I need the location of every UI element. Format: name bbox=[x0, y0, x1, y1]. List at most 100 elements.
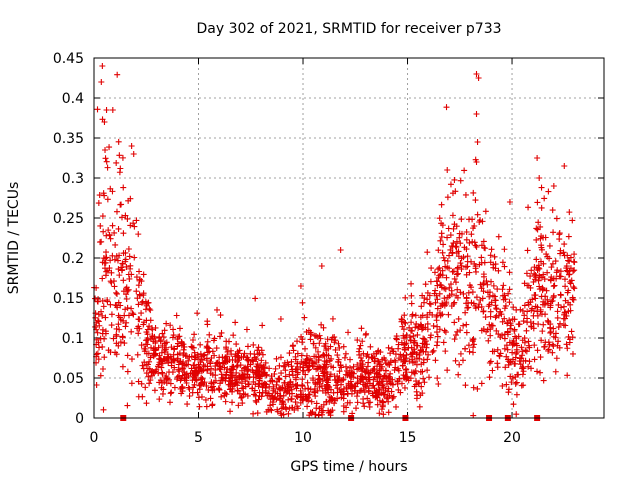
data-point bbox=[554, 308, 561, 315]
data-point bbox=[233, 379, 240, 386]
data-point bbox=[552, 334, 559, 341]
data-point bbox=[408, 292, 415, 299]
data-point bbox=[531, 356, 538, 363]
data-point bbox=[485, 337, 492, 344]
data-point bbox=[457, 327, 464, 334]
data-point bbox=[531, 270, 538, 277]
data-point bbox=[168, 389, 175, 396]
data-point bbox=[521, 302, 528, 309]
data-point bbox=[312, 393, 319, 400]
data-point bbox=[424, 356, 431, 363]
data-point bbox=[133, 274, 140, 281]
data-point bbox=[147, 354, 154, 361]
data-point bbox=[403, 332, 410, 339]
data-point bbox=[532, 292, 539, 299]
data-point bbox=[420, 348, 427, 355]
data-point bbox=[227, 383, 234, 390]
data-point bbox=[113, 340, 120, 347]
data-point bbox=[460, 254, 467, 261]
data-point bbox=[109, 252, 116, 259]
data-point bbox=[268, 407, 275, 414]
data-point bbox=[167, 390, 174, 397]
data-point bbox=[550, 183, 557, 189]
data-point bbox=[520, 382, 527, 389]
data-point bbox=[501, 305, 508, 312]
data-point bbox=[499, 332, 506, 339]
data-point bbox=[138, 310, 145, 317]
data-point bbox=[225, 338, 232, 345]
data-point bbox=[260, 369, 267, 376]
data-point bbox=[505, 290, 512, 297]
data-point bbox=[513, 391, 520, 398]
data-point bbox=[176, 325, 183, 332]
data-point bbox=[450, 225, 457, 232]
data-point bbox=[207, 395, 214, 402]
data-point bbox=[419, 292, 426, 299]
data-point bbox=[419, 340, 426, 347]
data-point bbox=[294, 369, 301, 376]
data-point bbox=[272, 365, 279, 372]
data-point bbox=[489, 367, 496, 374]
data-point bbox=[367, 369, 374, 376]
y-tick-label: 0.25 bbox=[53, 211, 84, 227]
data-point bbox=[234, 352, 241, 359]
data-point bbox=[524, 247, 531, 254]
data-point bbox=[482, 208, 489, 215]
data-point bbox=[188, 353, 195, 360]
data-point bbox=[393, 336, 400, 343]
data-point bbox=[433, 292, 440, 299]
data-point bbox=[298, 333, 305, 340]
data-point bbox=[101, 119, 108, 125]
data-point bbox=[354, 375, 361, 382]
data-point bbox=[114, 71, 121, 78]
data-point bbox=[109, 222, 116, 229]
data-point bbox=[401, 344, 408, 351]
data-point bbox=[337, 389, 344, 396]
data-point bbox=[167, 322, 174, 329]
data-point bbox=[466, 282, 473, 289]
data-point bbox=[102, 314, 109, 321]
data-point bbox=[353, 405, 360, 412]
data-point bbox=[487, 252, 494, 259]
data-point bbox=[161, 346, 168, 353]
data-point bbox=[322, 389, 329, 396]
data-point bbox=[537, 354, 544, 361]
data-point bbox=[375, 371, 382, 378]
data-point bbox=[514, 349, 521, 356]
data-point bbox=[362, 383, 369, 390]
data-point bbox=[293, 403, 300, 410]
data-point bbox=[436, 290, 443, 297]
data-point bbox=[524, 282, 531, 289]
data-point bbox=[362, 374, 369, 381]
data-point bbox=[476, 301, 483, 308]
data-point bbox=[207, 370, 214, 377]
data-point bbox=[148, 335, 155, 342]
data-point bbox=[204, 366, 211, 373]
data-point bbox=[547, 321, 554, 328]
data-point bbox=[113, 289, 120, 296]
data-point bbox=[503, 353, 510, 360]
data-point bbox=[180, 346, 187, 353]
data-point bbox=[244, 392, 251, 399]
data-point bbox=[533, 225, 540, 232]
data-point bbox=[489, 348, 496, 355]
data-point bbox=[140, 292, 147, 299]
data-point bbox=[189, 377, 196, 384]
data-point bbox=[510, 337, 517, 344]
data-point bbox=[130, 311, 137, 318]
data-point bbox=[329, 396, 336, 403]
data-point bbox=[544, 269, 551, 276]
data-point bbox=[364, 395, 371, 402]
data-point bbox=[528, 365, 535, 372]
data-point bbox=[150, 352, 157, 359]
data-point bbox=[245, 357, 252, 364]
data-point bbox=[438, 201, 445, 208]
data-point bbox=[236, 374, 243, 381]
data-point bbox=[299, 299, 306, 306]
data-point bbox=[549, 349, 556, 356]
data-point bbox=[142, 346, 149, 353]
data-point bbox=[197, 341, 204, 348]
data-point bbox=[309, 375, 316, 382]
data-point bbox=[442, 348, 449, 355]
data-point bbox=[97, 222, 104, 229]
